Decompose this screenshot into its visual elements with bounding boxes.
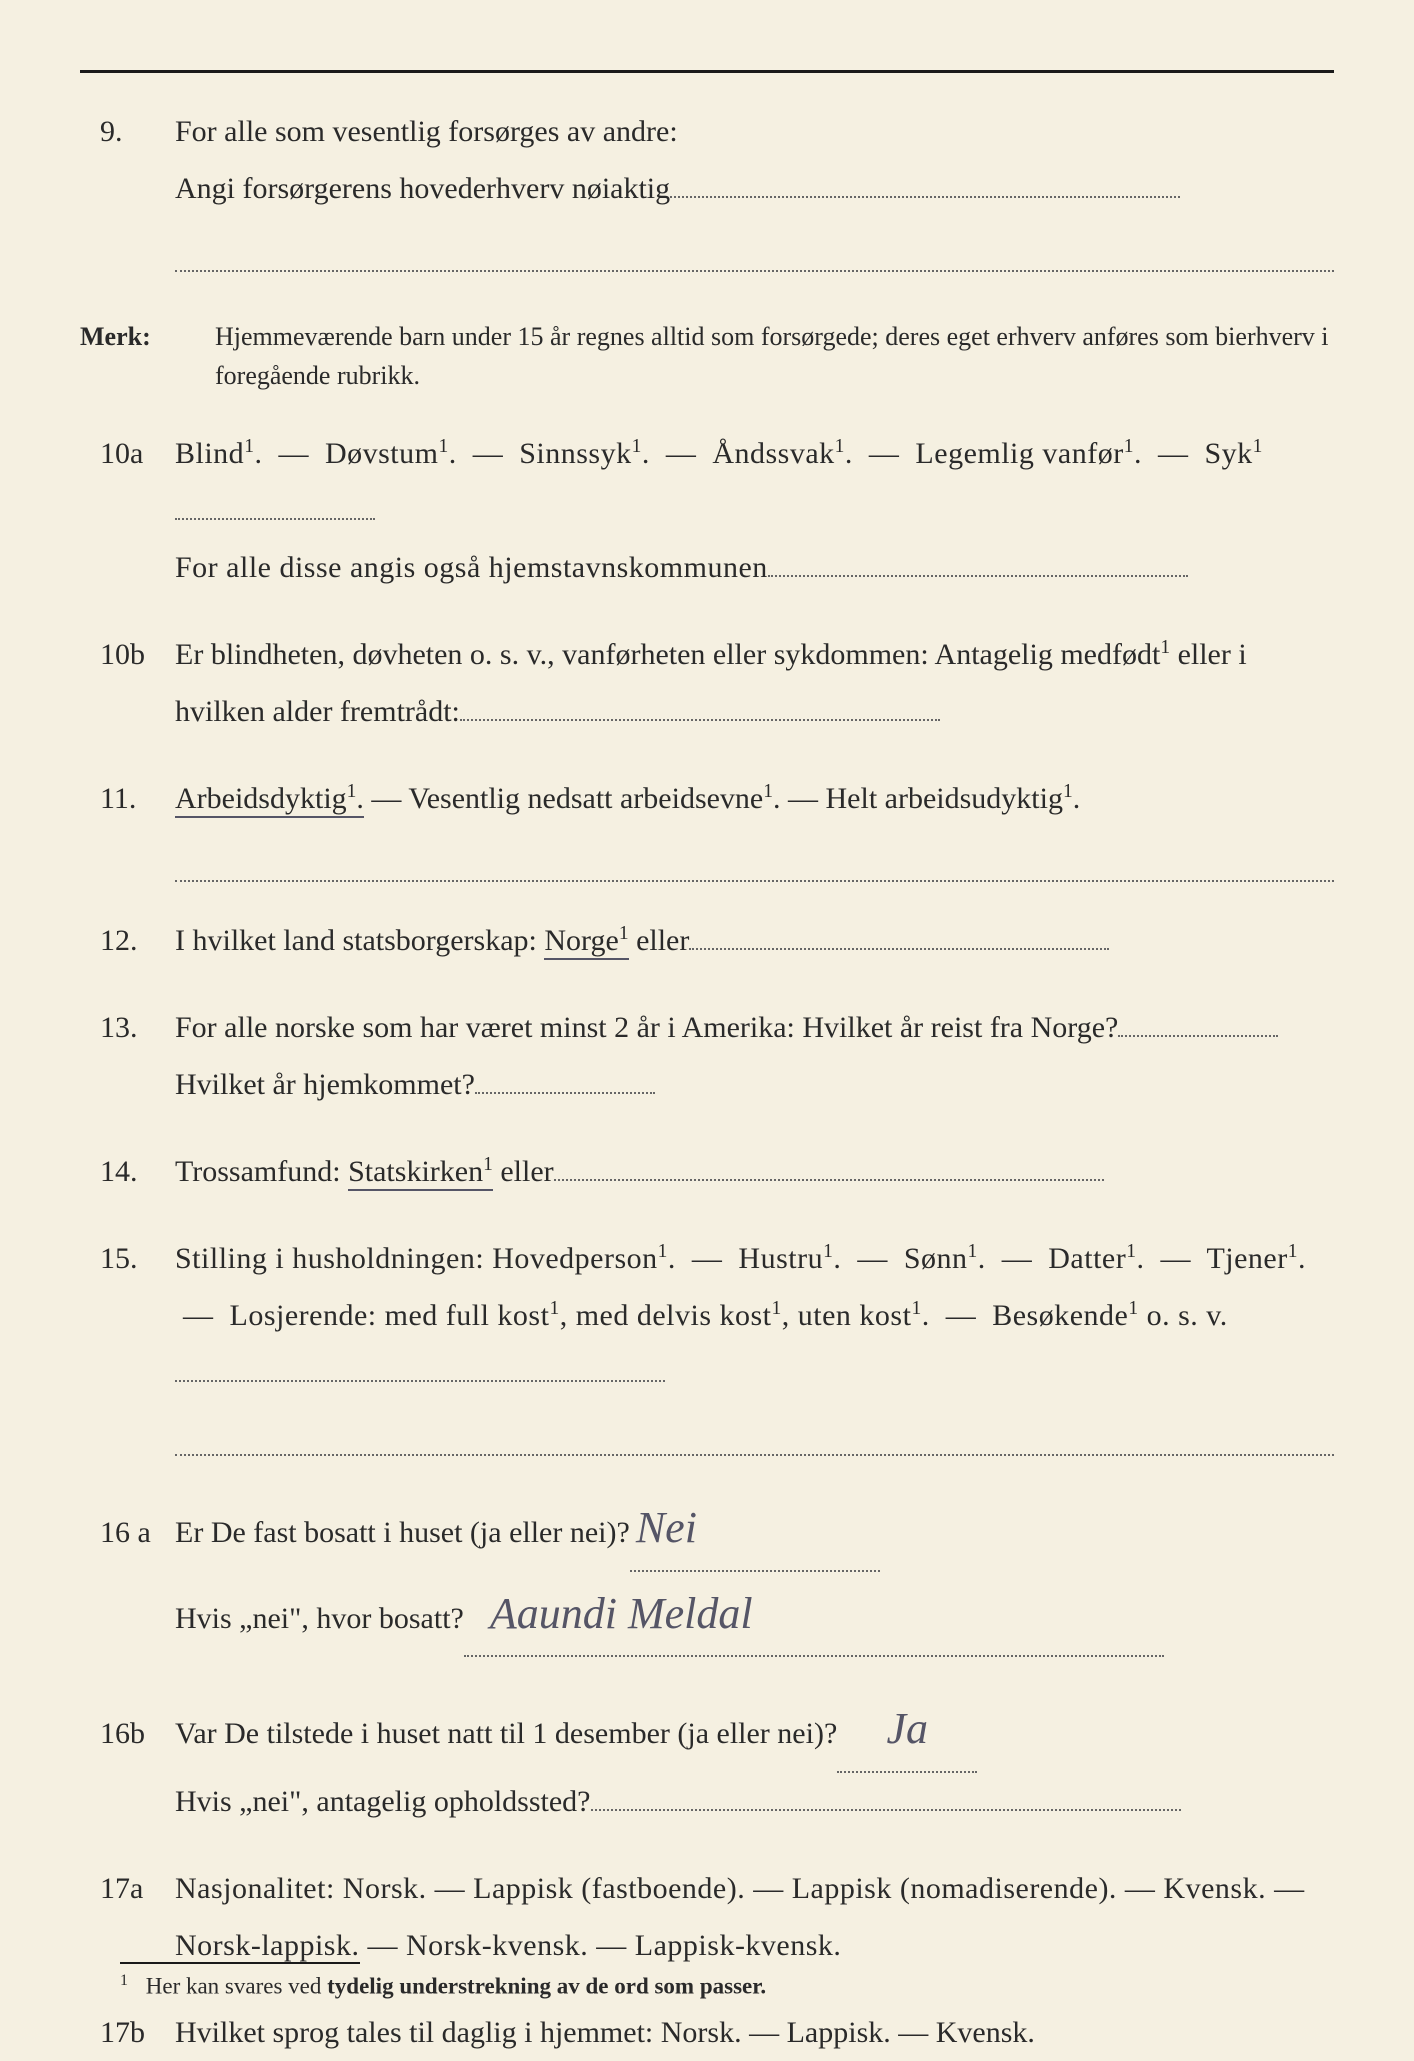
q10b-fill xyxy=(460,719,940,721)
q10a-fill2 xyxy=(768,575,1188,577)
q10a-options: Blind1. — Døvstum1. — Sinnssyk1. — Åndss… xyxy=(175,437,1263,470)
q12-pre: I hvilket land statsborgerskap: xyxy=(175,924,544,957)
q17a-text: Nasjonalitet: Norsk. — Lappisk (fastboen… xyxy=(175,1872,1305,1962)
q9-fill-line xyxy=(670,196,1180,198)
q16a-answer1: Nei xyxy=(630,1503,703,1552)
footnote-rule xyxy=(120,1962,360,1964)
q16a-q1: Er De fast bosatt i huset (ja eller nei)… xyxy=(175,1516,630,1549)
q14-underlined: Statskirken1 xyxy=(348,1155,493,1191)
question-17b: 17b Hvilket sprog tales til daglig i hje… xyxy=(80,2004,1334,2061)
q17a-number: 17a xyxy=(80,1860,175,1917)
q17a-body: Nasjonalitet: Norsk. — Lappisk (fastboen… xyxy=(175,1860,1334,1974)
question-10a: 10a Blind1. — Døvstum1. — Sinnssyk1. — Å… xyxy=(80,425,1334,596)
q12-underlined: Norge1 xyxy=(544,924,628,960)
q10a-fill xyxy=(175,518,375,520)
q10b-number: 10b xyxy=(80,626,175,683)
question-11: 11. Arbeidsdyktig1. — Vesentlig nedsatt … xyxy=(80,770,1334,882)
merk-label: Merk: xyxy=(80,317,215,356)
q16b-answer1: Ja xyxy=(881,1704,935,1753)
q16a-body: Er De fast bosatt i huset (ja eller nei)… xyxy=(175,1486,1334,1657)
q9-body: For alle som vesentlig forsørges av andr… xyxy=(175,103,1334,272)
q15-number: 15. xyxy=(80,1230,175,1287)
q11-number: 11. xyxy=(80,770,175,827)
footnote-num: 1 xyxy=(120,1972,128,1989)
q10b-text: Er blindheten, døvheten o. s. v., vanfør… xyxy=(175,638,1247,728)
q10a-line2: For alle disse angis også hjemstavnskomm… xyxy=(175,551,768,584)
q13-fill1 xyxy=(1118,1035,1278,1037)
question-15: 15. Stilling i husholdningen: Hovedperso… xyxy=(80,1230,1334,1456)
q17b-body: Hvilket sprog tales til daglig i hjemmet… xyxy=(175,2004,1334,2061)
question-9: 9. For alle som vesentlig forsørges av a… xyxy=(80,103,1334,272)
q9-line1: For alle som vesentlig forsørges av andr… xyxy=(175,115,678,148)
q11-fill xyxy=(175,862,1334,882)
question-13: 13. For alle norske som har været minst … xyxy=(80,999,1334,1113)
question-12: 12. I hvilket land statsborgerskap: Norg… xyxy=(80,912,1334,969)
q9-line2-prefix: Angi forsørgerens hovederhverv nøiaktig xyxy=(175,172,670,205)
footnote: 1 Her kan svares ved tydelig understrekn… xyxy=(120,1972,1334,2000)
q12-post: eller xyxy=(629,924,690,957)
q13-number: 13. xyxy=(80,999,175,1056)
q11-body: Arbeidsdyktig1. — Vesentlig nedsatt arbe… xyxy=(175,770,1334,882)
footnote-section: 1 Her kan svares ved tydelig understrekn… xyxy=(120,1962,1334,2000)
question-16a: 16 a Er De fast bosatt i huset (ja eller… xyxy=(80,1486,1334,1657)
q16a-q2: Hvis „nei", hvor bosatt? xyxy=(175,1602,464,1635)
question-17a: 17a Nasjonalitet: Norsk. — Lappisk (fast… xyxy=(80,1860,1334,1974)
q13-text1: For alle norske som har været minst 2 år… xyxy=(175,1011,1118,1044)
q14-post: eller xyxy=(493,1155,554,1188)
q14-pre: Trossamfund: xyxy=(175,1155,348,1188)
q13-body: For alle norske som har været minst 2 år… xyxy=(175,999,1334,1113)
q16a-answer1-line: Nei xyxy=(630,1486,880,1572)
q15-fill xyxy=(175,1380,665,1382)
merk-text: Hjemmeværende barn under 15 år regnes al… xyxy=(215,317,1334,395)
census-form-page: 9. For alle som vesentlig forsørges av a… xyxy=(80,70,1334,2061)
question-10b: 10b Er blindheten, døvheten o. s. v., va… xyxy=(80,626,1334,740)
q10a-body: Blind1. — Døvstum1. — Sinnssyk1. — Åndss… xyxy=(175,425,1334,596)
q16b-q1: Var De tilstede i huset natt til 1 desem… xyxy=(175,1717,837,1750)
q16b-body: Var De tilstede i huset natt til 1 desem… xyxy=(175,1687,1334,1830)
q16b-q2: Hvis „nei", antagelig opholdssted? xyxy=(175,1785,591,1818)
q14-fill xyxy=(554,1179,1104,1181)
q15-fill2 xyxy=(175,1436,1334,1456)
q13-fill2 xyxy=(475,1092,655,1094)
footnote-bold: tydelig understrekning av de ord som pas… xyxy=(327,1974,766,1999)
q16b-fill xyxy=(591,1809,1181,1811)
q12-body: I hvilket land statsborgerskap: Norge1 e… xyxy=(175,912,1334,969)
q15-body: Stilling i husholdningen: Hovedperson1. … xyxy=(175,1230,1334,1456)
q14-number: 14. xyxy=(80,1143,175,1200)
question-14: 14. Trossamfund: Statskirken1 eller xyxy=(80,1143,1334,1200)
q10b-body: Er blindheten, døvheten o. s. v., vanfør… xyxy=(175,626,1334,740)
merk-note: Merk: Hjemmeværende barn under 15 år reg… xyxy=(80,317,1334,395)
q16b-number: 16b xyxy=(80,1705,175,1762)
q11-rest: — Vesentlig nedsatt arbeidsevne1. — Helt… xyxy=(364,782,1080,815)
q12-number: 12. xyxy=(80,912,175,969)
q9-fill-line2 xyxy=(175,252,1334,272)
footnote-pre: Her kan svares ved xyxy=(146,1974,327,1999)
q13-text2: Hvilket år hjemkommet? xyxy=(175,1068,475,1101)
q14-body: Trossamfund: Statskirken1 eller xyxy=(175,1143,1334,1200)
q9-number: 9. xyxy=(80,103,175,160)
q12-fill xyxy=(689,948,1109,950)
q17b-number: 17b xyxy=(80,2004,175,2061)
q16b-answer1-line: Ja xyxy=(837,1687,977,1773)
q17b-text: Hvilket sprog tales til daglig i hjemmet… xyxy=(175,2016,1035,2049)
q16a-number: 16 a xyxy=(80,1504,175,1561)
q10a-number: 10a xyxy=(80,425,175,482)
q15-text: Stilling i husholdningen: Hovedperson1. … xyxy=(175,1242,1306,1332)
q11-underlined: Arbeidsdyktig1. xyxy=(175,782,364,818)
q16a-answer2-line: Aaundi Meldal xyxy=(464,1572,1164,1658)
question-16b: 16b Var De tilstede i huset natt til 1 d… xyxy=(80,1687,1334,1830)
q16a-answer2: Aaundi Meldal xyxy=(484,1589,759,1638)
